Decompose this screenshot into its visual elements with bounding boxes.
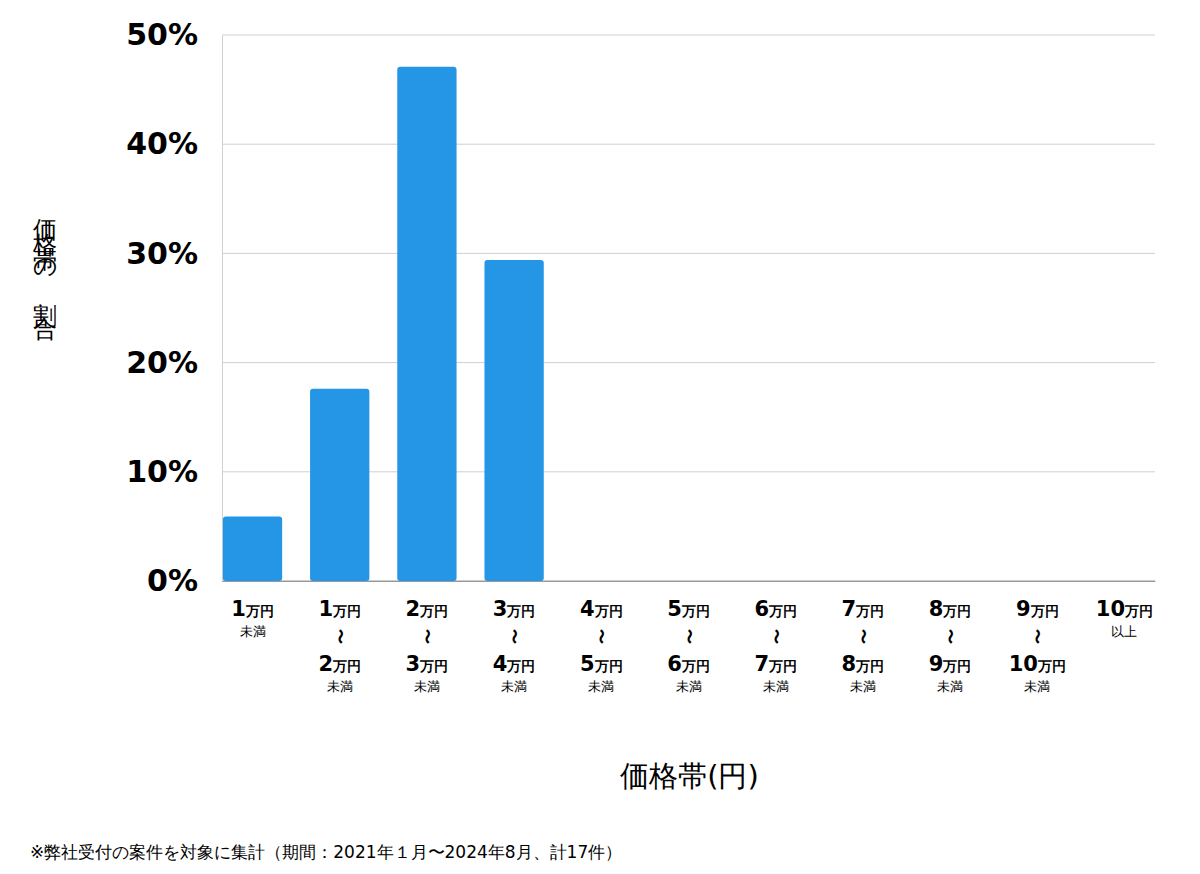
- x-tick-label: 〜: [418, 629, 436, 644]
- x-tick-label: 4万円: [580, 597, 623, 621]
- x-tick-label: 8万円: [929, 597, 972, 621]
- bar: [833, 581, 892, 582]
- bars: [223, 67, 544, 581]
- x-tick-label: 未満: [588, 679, 614, 694]
- bar: [397, 67, 456, 581]
- y-tick: 50%: [126, 17, 222, 52]
- grid-line: [222, 253, 1155, 254]
- x-tick-label: 3万円: [406, 652, 449, 676]
- x-tick-label: 未満: [1024, 679, 1050, 694]
- y-tick: 30%: [126, 236, 222, 271]
- bar: [746, 581, 805, 582]
- x-tick-label: 3万円: [493, 597, 536, 621]
- x-tick-label: 未満: [763, 679, 789, 694]
- x-axis-title: 価格帯(円): [620, 759, 759, 793]
- grid: [222, 35, 1155, 581]
- x-tick-label: 1万円: [231, 597, 274, 621]
- x-axis-line: [223, 581, 1156, 582]
- bar: [484, 260, 543, 581]
- bar: [920, 581, 979, 582]
- bar: [223, 517, 282, 581]
- y-tick: 0%: [147, 563, 222, 598]
- x-tick-label: 4万円: [493, 652, 536, 676]
- x-tick-label: 5万円: [667, 597, 710, 621]
- y-axis-title: 価格帯の割合: [31, 200, 59, 341]
- x-tick-label: 〜: [941, 629, 959, 644]
- x-axis: 1万円未満1万円〜2万円未満2万円〜3万円未満3万円〜4万円未満4万円〜5万円未…: [223, 581, 1156, 694]
- x-tick: 5万円〜 6万円未満: [667, 581, 710, 694]
- plot: 0%10%20%30%40%50%1万円未満1万円〜2万円未満2万円〜3万円未満…: [126, 17, 1155, 694]
- x-tick-label: 8万円: [842, 652, 885, 676]
- grid-line: [222, 35, 1155, 36]
- x-tick-label: 未満: [850, 679, 876, 694]
- bar: [1008, 581, 1067, 582]
- x-tick-label: 未満: [676, 679, 702, 694]
- x-tick-label: 未満: [240, 624, 266, 639]
- x-tick: 9万円〜 10万円未満: [1009, 581, 1066, 694]
- x-tick-label: 10万円: [1096, 597, 1153, 621]
- x-tick-label: 〜: [1028, 629, 1046, 644]
- x-tick-label: 〜: [592, 629, 610, 644]
- y-axis: 0% 10% 20% 30% 40% 50%: [126, 17, 222, 598]
- x-tick-label: 未満: [327, 679, 353, 694]
- y-tick-label: 10%: [126, 454, 198, 489]
- x-tick: 2万円〜 3万円未満: [406, 581, 449, 694]
- x-tick-label: 7万円: [842, 597, 885, 621]
- y-tick: 40%: [126, 126, 222, 161]
- x-tick-label: 未満: [414, 679, 440, 694]
- footnote: ※弊社受付の案件を対象に集計（期間：2021年１月〜2024年8月、計17件）: [30, 842, 622, 862]
- x-tick-label: 1万円: [318, 597, 361, 621]
- x-tick-label: 以上: [1111, 624, 1137, 639]
- x-tick: 3万円〜 4万円未満: [493, 581, 536, 694]
- bar: [310, 389, 369, 581]
- bar: [572, 581, 631, 582]
- x-tick-label: 2万円: [318, 652, 361, 676]
- x-tick-label: 〜: [767, 629, 785, 644]
- x-tick-label: 未満: [501, 679, 527, 694]
- x-tick: 8万円〜 9万円未満: [929, 581, 972, 694]
- x-tick: 6万円〜 7万円未満: [754, 581, 797, 694]
- x-tick-label: 未満: [937, 679, 963, 694]
- x-tick-label: 9万円: [1016, 597, 1059, 621]
- x-tick-label: 7万円: [754, 652, 797, 676]
- x-tick-label: 〜: [331, 629, 349, 644]
- y-tick-label: 40%: [126, 126, 198, 161]
- x-tick-label: 〜: [854, 629, 872, 644]
- y-tick-label: 0%: [147, 563, 198, 598]
- y-tick-label: 50%: [126, 17, 198, 52]
- x-tick-label: 〜: [680, 629, 698, 644]
- x-tick-label: 9万円: [929, 652, 972, 676]
- x-tick-label: 6万円: [754, 597, 797, 621]
- x-tick: 1万円〜 2万円未満: [318, 581, 361, 694]
- chart: 0%10%20%30%40%50%1万円未満1万円〜2万円未満2万円〜3万円未満…: [0, 0, 1200, 874]
- bar: [1095, 581, 1154, 582]
- y-axis-line: [222, 36, 223, 582]
- grid-line: [222, 144, 1155, 145]
- grid-line: [222, 362, 1155, 363]
- y-tick-label: 30%: [126, 236, 198, 271]
- x-tick-label: 〜: [505, 629, 523, 644]
- x-tick: 4万円〜 5万円未満: [580, 581, 623, 694]
- x-tick-label: 2万円: [406, 597, 449, 621]
- x-tick: 10万円以上: [1096, 581, 1153, 639]
- x-tick: 7万円〜 8万円未満: [842, 581, 885, 694]
- x-tick: 1万円未満: [231, 581, 274, 639]
- y-tick: 10%: [126, 454, 222, 489]
- x-tick-label: 10万円: [1009, 652, 1066, 676]
- x-tick-label: 6万円: [667, 652, 710, 676]
- y-tick-label: 20%: [126, 345, 198, 380]
- bar: [659, 581, 718, 582]
- x-tick-label: 5万円: [580, 652, 623, 676]
- y-tick: 20%: [126, 345, 222, 380]
